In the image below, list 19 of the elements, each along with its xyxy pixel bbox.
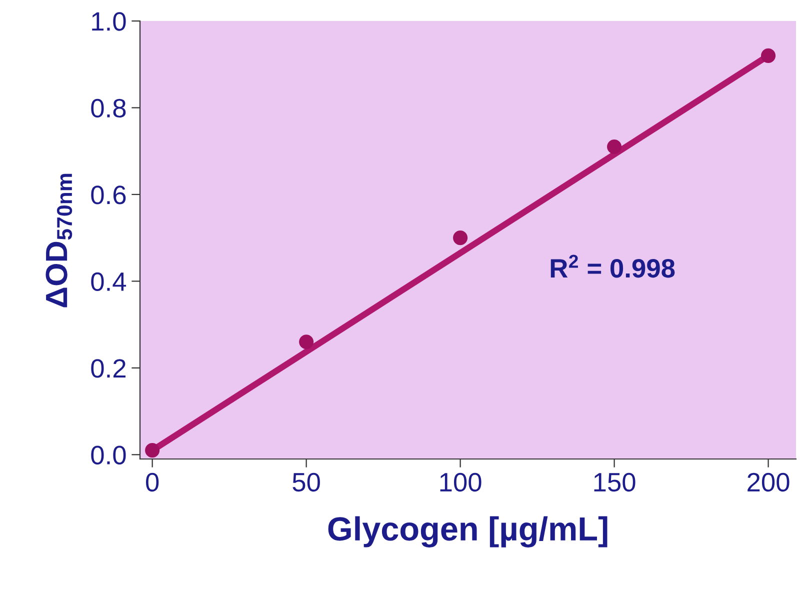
point <box>761 48 776 63</box>
x-tick-label: 100 <box>440 472 482 492</box>
point <box>299 334 314 350</box>
y-tick-label: 1.0 <box>92 12 126 31</box>
x-tick-label: 200 <box>748 472 790 492</box>
point <box>145 443 160 458</box>
x-axis-title: Glycogen [µg/mL] <box>328 516 608 548</box>
annotation: R$^{2}$ = 0.998 <box>550 254 675 278</box>
y-tick-label: 0.2 <box>91 359 126 378</box>
y-tick-label: 0.8 <box>91 98 126 118</box>
x-tick-label: 150 <box>594 472 636 492</box>
y-tick-label: 0.0 <box>91 446 126 464</box>
y-tick-label: 0.6 <box>91 186 126 204</box>
y-tick-label: 0.4 <box>91 272 126 292</box>
x-tick-label: 0 <box>146 472 159 492</box>
y-axis-title: ΔOD$_{570nm}$ <box>46 174 72 308</box>
point <box>607 139 622 154</box>
x-tick-label: 50 <box>292 472 320 492</box>
point <box>453 230 468 246</box>
